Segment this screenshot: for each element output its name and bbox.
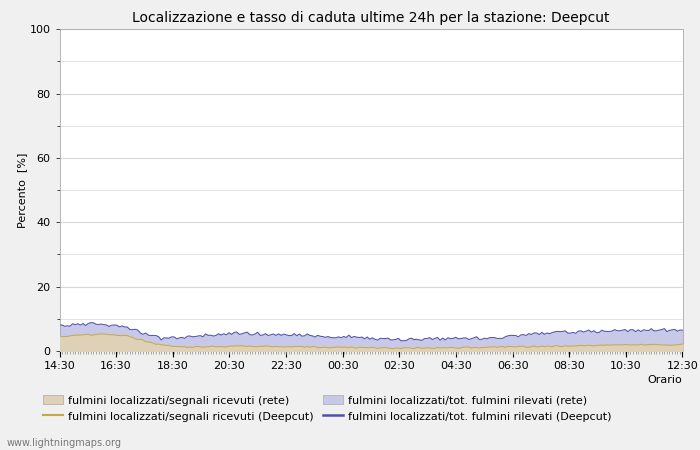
Y-axis label: Percento  [%]: Percento [%]	[17, 153, 27, 228]
Text: Orario: Orario	[648, 375, 682, 385]
Title: Localizzazione e tasso di caduta ultime 24h per la stazione: Deepcut: Localizzazione e tasso di caduta ultime …	[132, 11, 610, 25]
Text: www.lightningmaps.org: www.lightningmaps.org	[7, 438, 122, 448]
Legend: fulmini localizzati/segnali ricevuti (rete), fulmini localizzati/segnali ricevut: fulmini localizzati/segnali ricevuti (re…	[43, 395, 612, 422]
